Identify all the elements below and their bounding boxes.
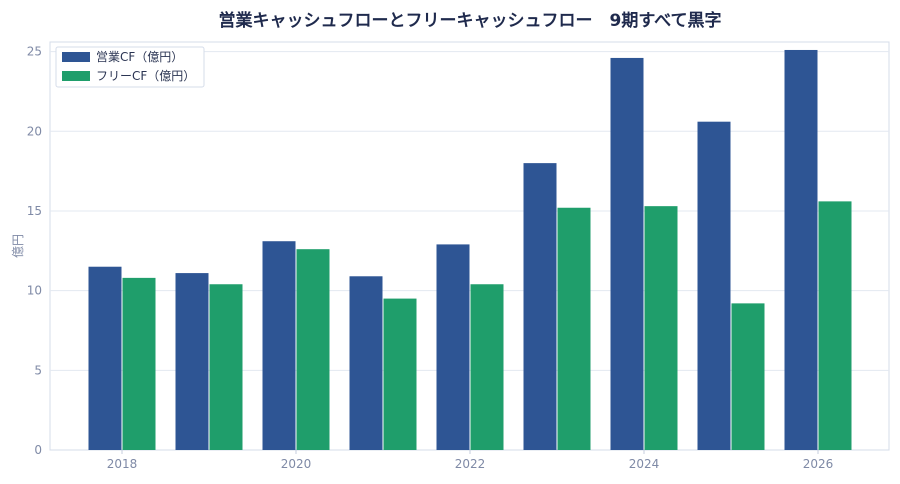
- bar-free-cf-2025: [731, 303, 765, 450]
- x-tick-label: 2020: [281, 457, 312, 471]
- bar-operating-cf-2024: [610, 57, 644, 450]
- y-axis-label: 億円: [11, 234, 25, 258]
- bar-operating-cf-2025: [697, 121, 731, 450]
- legend-box: [55, 46, 205, 88]
- bar-operating-cf-2023: [523, 163, 557, 450]
- y-tick-label: 20: [27, 124, 42, 138]
- bar-free-cf-2021: [383, 298, 417, 450]
- bar-free-cf-2018: [122, 277, 156, 450]
- bars: [88, 49, 852, 450]
- bar-operating-cf-2026: [784, 49, 818, 450]
- bar-free-cf-2024: [644, 206, 678, 450]
- bar-operating-cf-2021: [349, 276, 383, 450]
- bar-free-cf-2019: [209, 284, 243, 450]
- bar-operating-cf-2019: [175, 273, 209, 450]
- bar-free-cf-2020: [296, 249, 330, 450]
- legend-label-operating-cf: 営業CF（億円）: [96, 50, 183, 64]
- bar-free-cf-2026: [818, 201, 852, 450]
- bar-free-cf-2023: [557, 207, 591, 450]
- x-tick-label: 2024: [629, 457, 660, 471]
- bar-operating-cf-2022: [436, 244, 470, 450]
- y-tick-label: 25: [27, 45, 42, 59]
- y-tick-label: 5: [34, 363, 42, 377]
- x-tick-label: 2022: [455, 457, 486, 471]
- y-tick-label: 10: [27, 284, 42, 298]
- x-tick-label: 2018: [107, 457, 138, 471]
- legend-swatch-free-cf: [62, 71, 90, 81]
- bar-free-cf-2022: [470, 284, 504, 450]
- y-tick-label: 15: [27, 204, 42, 218]
- x-tick-label: 2026: [803, 457, 834, 471]
- bar-operating-cf-2018: [88, 266, 122, 450]
- y-axis-ticks: 0 5 10 15 20 25: [27, 45, 42, 457]
- legend-label-free-cf: フリーCF（億円）: [96, 69, 195, 83]
- x-axis-ticks: 2018 2020 2022 2024 2026: [107, 450, 834, 471]
- legend-swatch-operating-cf: [62, 52, 90, 62]
- y-tick-label: 0: [34, 443, 42, 457]
- chart-title: 営業キャッシュフローとフリーキャッシュフロー 9期すべて黒字: [219, 10, 722, 31]
- bar-operating-cf-2020: [262, 241, 296, 450]
- legend: 営業CF（億円） フリーCF（億円）: [55, 46, 205, 88]
